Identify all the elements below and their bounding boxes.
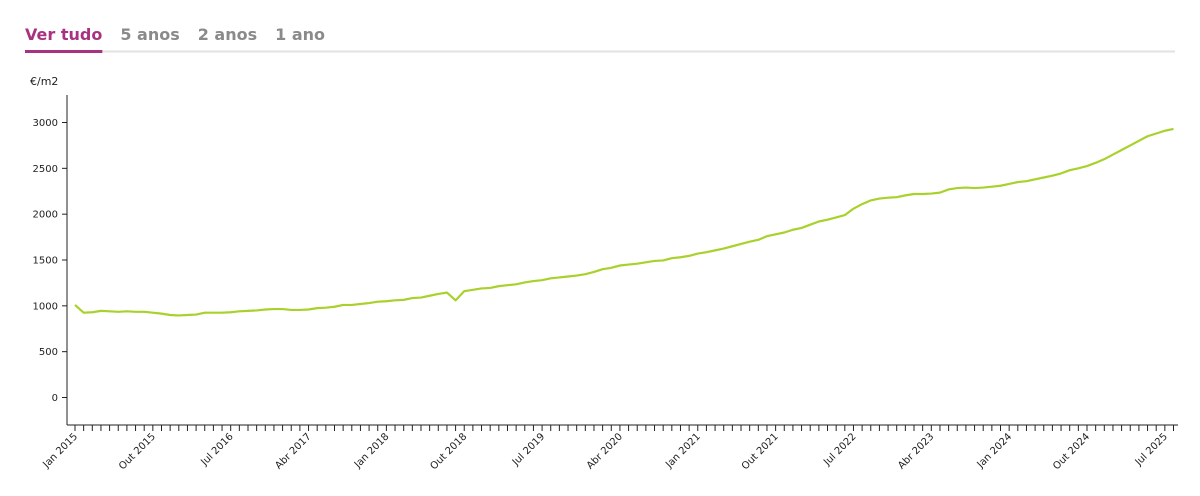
- tab[interactable]: 2 anos: [198, 25, 257, 44]
- x-tick-label: Jul 2025: [1133, 431, 1170, 468]
- y-tick-label: 500: [39, 347, 58, 358]
- x-tick-label: Jan 2021: [663, 431, 703, 471]
- x-tick-label: Abr 2023: [896, 431, 936, 471]
- tab[interactable]: 1 ano: [275, 25, 325, 44]
- x-tick-label: Out 2024: [1051, 431, 1092, 472]
- x-tick-label: Out 2021: [740, 431, 781, 472]
- y-axis-label: €/m2: [30, 75, 58, 88]
- y-tick-label: 2500: [33, 164, 58, 175]
- x-tick-label: Out 2018: [429, 431, 470, 472]
- x-tick-label: Jul 2019: [510, 431, 547, 468]
- y-tick-label: 3000: [33, 118, 58, 129]
- tab[interactable]: Ver tudo: [25, 25, 102, 44]
- y-tick-label: 1500: [33, 256, 58, 267]
- x-tick-label: Jan 2018: [352, 431, 392, 471]
- x-tick-label: Abr 2020: [585, 431, 625, 471]
- x-tick-label: Jul 2016: [199, 431, 236, 468]
- tab[interactable]: 5 anos: [120, 25, 179, 44]
- x-tick-label: Jan 2015: [40, 431, 80, 471]
- y-tick-label: 1000: [33, 301, 58, 312]
- x-tick-label: Abr 2017: [273, 431, 313, 471]
- price-line: [74, 127, 1174, 317]
- x-tick-label: Jul 2022: [821, 431, 858, 468]
- x-tick-label: Jan 2024: [975, 431, 1015, 471]
- y-tick-label: 2000: [33, 210, 58, 221]
- y-tick-label: 0: [52, 393, 58, 404]
- active-tab-underline: [25, 50, 103, 53]
- x-tick-label: Out 2015: [117, 431, 158, 472]
